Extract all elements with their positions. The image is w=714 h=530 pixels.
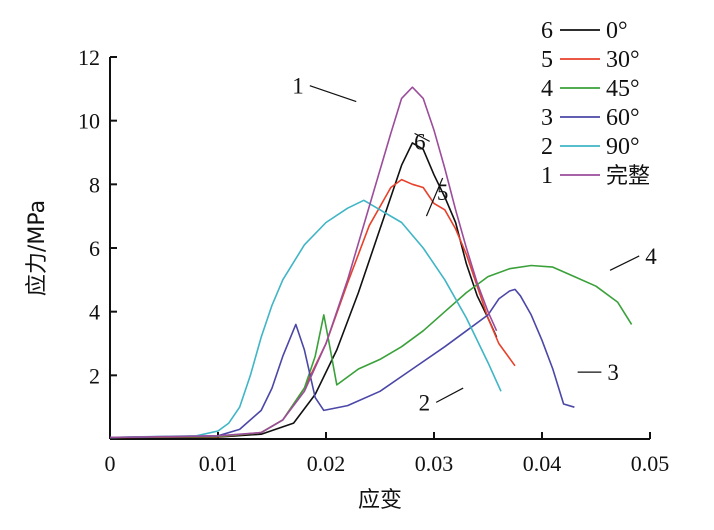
x-ticks: 0 0.01 0.02 0.03 0.04 0.05 <box>105 432 670 476</box>
legend: 6 0°5 30°4 45°3 60°2 90°1 完整 <box>541 18 650 189</box>
x-axis-title: 应变 <box>358 488 402 513</box>
series-line-4 <box>109 264 633 439</box>
y-axis-title: 应力/MPa <box>25 200 50 296</box>
curve-label-5: 5 <box>437 180 449 205</box>
series-line-6 <box>109 142 498 439</box>
series-layer <box>109 86 633 439</box>
legend-number-2: 2 <box>541 134 553 160</box>
y-ticks: 2 4 6 8 10 12 <box>78 45 117 388</box>
legend-label-3: 60° <box>606 105 640 131</box>
legend-label-6: 0° <box>606 18 628 44</box>
y-tick-label: 12 <box>78 45 100 70</box>
legend-number-1: 1 <box>541 163 553 189</box>
x-tick-label: 0.03 <box>415 451 454 476</box>
curve-label-1: 1 <box>292 74 304 99</box>
axes <box>109 57 650 440</box>
y-tick-label: 2 <box>89 363 100 388</box>
curve-label-3: 3 <box>607 360 619 385</box>
x-tick-label: 0 <box>105 451 116 476</box>
curve-label-leader-4 <box>609 255 640 271</box>
x-tick-label: 0.02 <box>307 451 346 476</box>
legend-label-1: 完整 <box>606 164 650 189</box>
curve-label-6: 6 <box>414 129 426 154</box>
series-line-3 <box>109 288 575 439</box>
curve-label-leader-6 <box>414 132 430 142</box>
y-tick-label: 4 <box>89 300 100 325</box>
curve-label-leader-1 <box>309 85 357 103</box>
legend-number-5: 5 <box>541 47 553 73</box>
series-line-1 <box>109 86 498 439</box>
y-tick-label: 8 <box>89 172 100 197</box>
x-tick-label: 0.01 <box>199 451 238 476</box>
legend-number-6: 6 <box>541 18 553 44</box>
x-tick-label: 0.04 <box>523 451 562 476</box>
curve-label-leader-2 <box>435 387 464 403</box>
x-tick-label: 0.05 <box>631 451 670 476</box>
curve-label-4: 4 <box>645 244 657 269</box>
y-tick-label: 10 <box>78 109 100 134</box>
legend-number-3: 3 <box>541 105 553 131</box>
legend-number-4: 4 <box>541 76 553 102</box>
series-line-2 <box>109 199 502 439</box>
legend-label-2: 90° <box>606 134 640 160</box>
curve-label-2: 2 <box>419 390 431 415</box>
curve-labels: 6 5 4 3 2 1 <box>292 74 657 416</box>
y-tick-label: 6 <box>89 236 100 261</box>
legend-label-4: 45° <box>606 76 640 102</box>
curve-label-leader-5 <box>425 177 444 217</box>
legend-label-5: 30° <box>606 47 640 73</box>
